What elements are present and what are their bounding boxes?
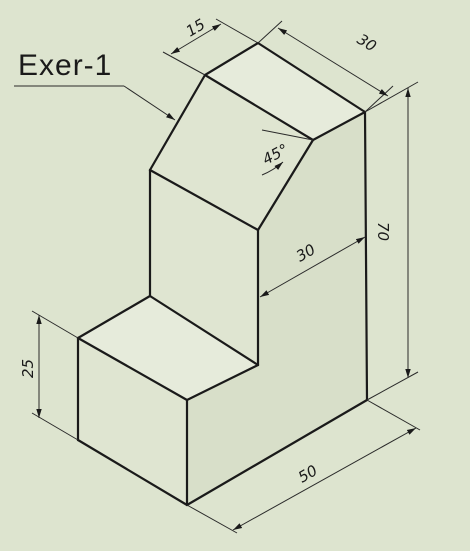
base-front-top-edge	[76, 336, 189, 402]
back-vertical-edge	[363, 110, 369, 402]
step-right-edge	[185, 363, 260, 402]
dimension-70: 70	[364, 81, 419, 401]
dimension-25: 25	[19, 310, 79, 441]
part-edges	[76, 41, 369, 507]
dim-label-25: 25	[19, 359, 37, 378]
dim-label-15: 15	[183, 15, 209, 40]
dim-label-70: 70	[374, 222, 392, 241]
right-slope-edge	[256, 138, 315, 232]
step-left-edge	[76, 294, 152, 340]
drawing-title: Exer-1	[18, 49, 112, 82]
step-back-edge	[148, 294, 260, 367]
title-callout: Exer-1	[14, 49, 176, 121]
part-faces	[78, 43, 367, 505]
base-bottom-edge	[76, 438, 189, 507]
left-slope-edge	[148, 73, 207, 172]
dim-label-50: 50	[295, 461, 321, 486]
slope-bottom-edge	[148, 168, 260, 232]
dim-label-30-top: 30	[354, 30, 380, 55]
